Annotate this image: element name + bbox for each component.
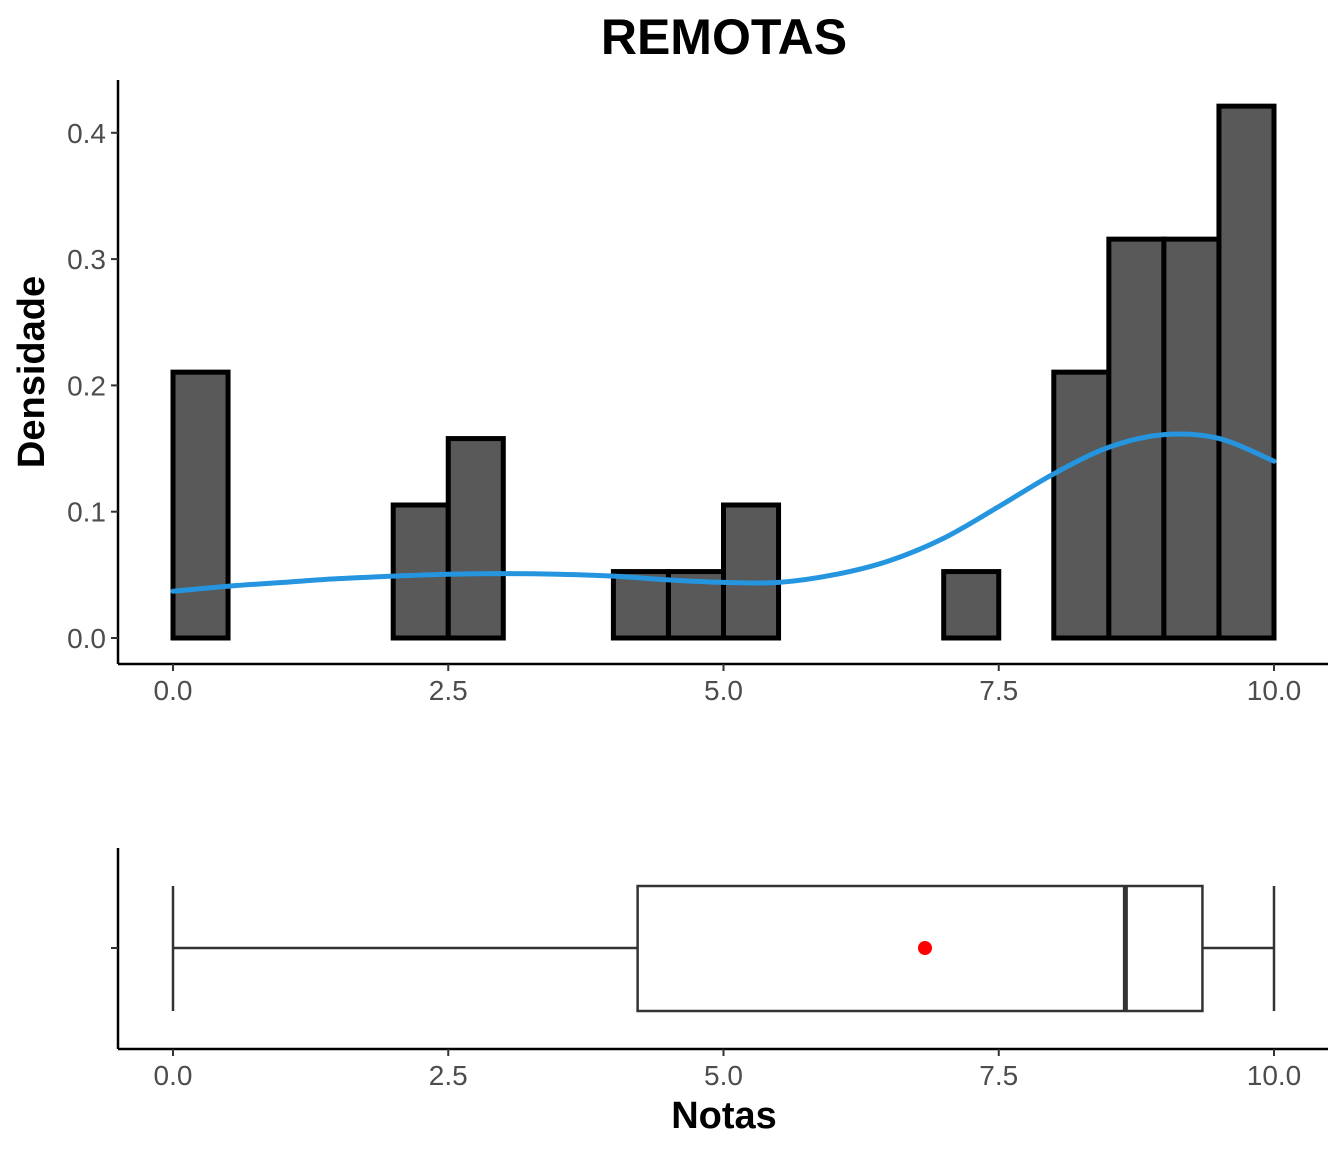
box-x-tick-label: 0.0 (154, 1060, 193, 1091)
box-x-tick-label: 7.5 (979, 1060, 1018, 1091)
boxplot-panel: 0.0 2.5 5.0 7.5 10.0 Notas (111, 848, 1328, 1137)
box-x-tick-label: 5.0 (704, 1060, 743, 1091)
boxplot-axes: 0.0 2.5 5.0 7.5 10.0 (111, 848, 1328, 1091)
histogram-bars (170, 103, 1277, 641)
x-tick-label: 0.0 (154, 675, 193, 706)
box-x-tick-label: 10.0 (1247, 1060, 1302, 1091)
y-tick-label: 0.0 (67, 623, 106, 654)
histogram-bar (1051, 369, 1112, 641)
x-tick-label: 5.0 (704, 675, 743, 706)
histogram-axes: 0.0 0.1 0.2 0.3 0.4 0.0 2.5 5.0 7.5 10.0 (67, 80, 1328, 706)
histogram-bar (445, 436, 506, 641)
y-tick-label: 0.1 (67, 497, 106, 528)
x-tick-label: 2.5 (429, 675, 468, 706)
x-tick-label: 10.0 (1247, 675, 1302, 706)
histogram-panel: 0.0 0.1 0.2 0.3 0.4 0.0 2.5 5.0 7.5 10.0 Densidad… (11, 80, 1328, 706)
box-x-tick-label: 2.5 (429, 1060, 468, 1091)
histogram-bar (390, 502, 451, 641)
histogram-bar (1216, 103, 1277, 641)
mean-point (917, 941, 932, 955)
x-tick-label: 7.5 (979, 675, 1018, 706)
y-tick-label: 0.2 (67, 370, 106, 401)
histogram-bar (941, 569, 1002, 641)
y-tick-label: 0.4 (67, 118, 106, 149)
chart-title: REMOTAS (601, 9, 847, 65)
y-axis-title: Densidade (11, 276, 53, 468)
histogram-bar (170, 369, 231, 641)
x-axis-title: Notas (671, 1095, 777, 1137)
histogram-bar (721, 502, 782, 641)
density-curve-group (170, 431, 1277, 594)
histogram-bar (610, 569, 671, 641)
iqr-box (636, 884, 1204, 1013)
boxplot-marks (171, 884, 1276, 1013)
density-curve (170, 431, 1277, 594)
y-tick-label: 0.3 (67, 244, 106, 275)
